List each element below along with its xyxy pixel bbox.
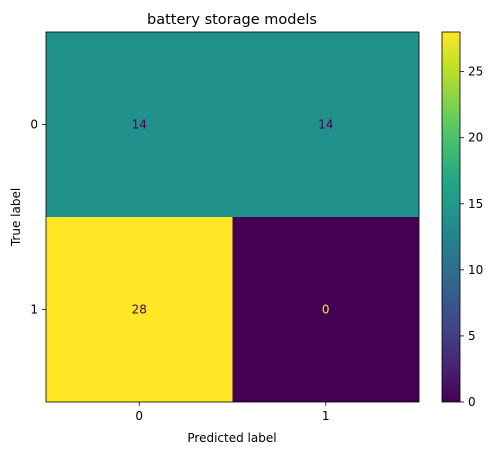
cell-value-label: 0 bbox=[322, 303, 330, 317]
heatmap-cell bbox=[46, 32, 233, 217]
cell-value-label: 14 bbox=[132, 118, 147, 132]
y-axis: 01 bbox=[30, 118, 46, 317]
colorbar-tick-label: 25 bbox=[468, 65, 483, 79]
colorbar: 0 5 10 15 20 25 bbox=[441, 31, 483, 409]
plot-frame bbox=[45, 31, 420, 403]
x-axis-label: Predicted label bbox=[187, 431, 276, 445]
cell-value-label: 14 bbox=[318, 118, 333, 132]
colorbar-tick-label: 0 bbox=[468, 395, 476, 409]
colorbar-tick-label: 10 bbox=[468, 263, 483, 277]
colorbar-tick-label: 15 bbox=[468, 197, 483, 211]
cell-value-label: 28 bbox=[132, 303, 147, 317]
colorbar-gradient bbox=[441, 31, 461, 403]
y-axis-label: True label bbox=[9, 188, 23, 247]
heatmap-cell bbox=[232, 32, 419, 217]
heatmap-cells: 14 14 28 0 bbox=[45, 31, 420, 403]
y-tick-label: 1 bbox=[30, 303, 38, 317]
colorbar-tick-label: 5 bbox=[468, 329, 476, 343]
y-tick-label: 0 bbox=[30, 118, 38, 132]
heatmap-cell bbox=[232, 217, 419, 402]
colorbar-tick-label: 20 bbox=[468, 131, 483, 145]
heatmap-cell bbox=[46, 217, 233, 402]
x-tick-label: 1 bbox=[322, 409, 330, 423]
x-tick-label: 0 bbox=[135, 409, 143, 423]
chart-title: battery storage models bbox=[147, 12, 317, 28]
